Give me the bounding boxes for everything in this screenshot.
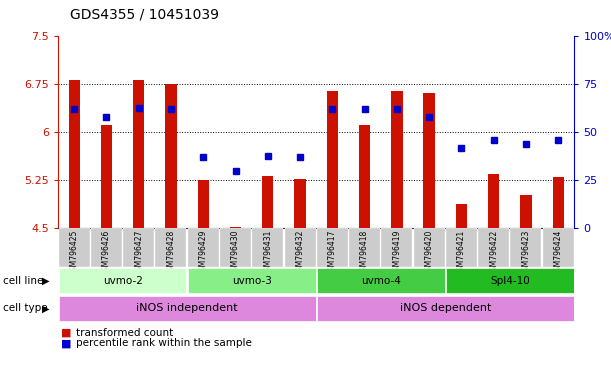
- Text: ▶: ▶: [42, 303, 49, 313]
- Text: GSM796430: GSM796430: [231, 230, 240, 276]
- Text: uvmo-2: uvmo-2: [103, 276, 142, 286]
- Bar: [230, 227, 241, 228]
- Bar: [101, 125, 112, 228]
- Text: percentile rank within the sample: percentile rank within the sample: [76, 338, 252, 348]
- Text: GSM796427: GSM796427: [134, 230, 143, 276]
- FancyBboxPatch shape: [381, 228, 412, 267]
- Text: uvmo-3: uvmo-3: [232, 276, 272, 286]
- FancyBboxPatch shape: [446, 228, 477, 267]
- Bar: [133, 80, 144, 228]
- FancyBboxPatch shape: [59, 228, 90, 267]
- FancyBboxPatch shape: [252, 228, 284, 267]
- FancyBboxPatch shape: [123, 228, 154, 267]
- FancyBboxPatch shape: [91, 228, 122, 267]
- FancyBboxPatch shape: [510, 228, 541, 267]
- FancyBboxPatch shape: [155, 228, 186, 267]
- FancyBboxPatch shape: [317, 296, 574, 321]
- Text: GSM796420: GSM796420: [425, 230, 434, 276]
- Bar: [423, 93, 435, 228]
- Text: ■: ■: [61, 338, 71, 348]
- Text: GSM796431: GSM796431: [263, 230, 273, 276]
- FancyBboxPatch shape: [220, 228, 251, 267]
- FancyBboxPatch shape: [188, 268, 315, 293]
- Text: GSM796428: GSM796428: [166, 230, 175, 276]
- FancyBboxPatch shape: [188, 228, 219, 267]
- Text: iNOS independent: iNOS independent: [136, 303, 238, 313]
- Text: GSM796432: GSM796432: [296, 230, 304, 276]
- FancyBboxPatch shape: [285, 228, 315, 267]
- FancyBboxPatch shape: [59, 268, 186, 293]
- Text: GSM796419: GSM796419: [392, 230, 401, 276]
- Text: GSM796418: GSM796418: [360, 230, 369, 276]
- Text: uvmo-4: uvmo-4: [360, 276, 401, 286]
- Bar: [295, 179, 306, 228]
- Text: GSM796423: GSM796423: [521, 230, 530, 276]
- FancyBboxPatch shape: [317, 228, 348, 267]
- Bar: [521, 195, 532, 228]
- Text: cell line: cell line: [3, 276, 43, 286]
- Bar: [327, 91, 338, 228]
- Bar: [166, 84, 177, 228]
- Text: GDS4355 / 10451039: GDS4355 / 10451039: [70, 7, 219, 21]
- Text: GSM796422: GSM796422: [489, 230, 498, 276]
- Bar: [359, 125, 370, 228]
- Text: GSM796426: GSM796426: [102, 230, 111, 276]
- FancyBboxPatch shape: [446, 268, 574, 293]
- Text: cell type: cell type: [3, 303, 48, 313]
- FancyBboxPatch shape: [349, 228, 380, 267]
- FancyBboxPatch shape: [478, 228, 509, 267]
- Text: GSM796421: GSM796421: [457, 230, 466, 276]
- Bar: [552, 177, 564, 228]
- Bar: [391, 91, 403, 228]
- Text: ▶: ▶: [42, 276, 49, 286]
- Text: GSM796425: GSM796425: [70, 230, 79, 276]
- FancyBboxPatch shape: [414, 228, 445, 267]
- Text: ■: ■: [61, 328, 71, 338]
- Bar: [262, 176, 274, 228]
- FancyBboxPatch shape: [543, 228, 574, 267]
- Bar: [488, 174, 499, 228]
- Bar: [197, 180, 209, 228]
- FancyBboxPatch shape: [59, 296, 315, 321]
- Text: GSM796417: GSM796417: [328, 230, 337, 276]
- Text: GSM796424: GSM796424: [554, 230, 563, 276]
- Text: GSM796429: GSM796429: [199, 230, 208, 276]
- FancyBboxPatch shape: [317, 268, 445, 293]
- Text: iNOS dependent: iNOS dependent: [400, 303, 491, 313]
- Bar: [68, 80, 80, 228]
- Text: Spl4-10: Spl4-10: [490, 276, 530, 286]
- Bar: [456, 204, 467, 228]
- Text: transformed count: transformed count: [76, 328, 174, 338]
